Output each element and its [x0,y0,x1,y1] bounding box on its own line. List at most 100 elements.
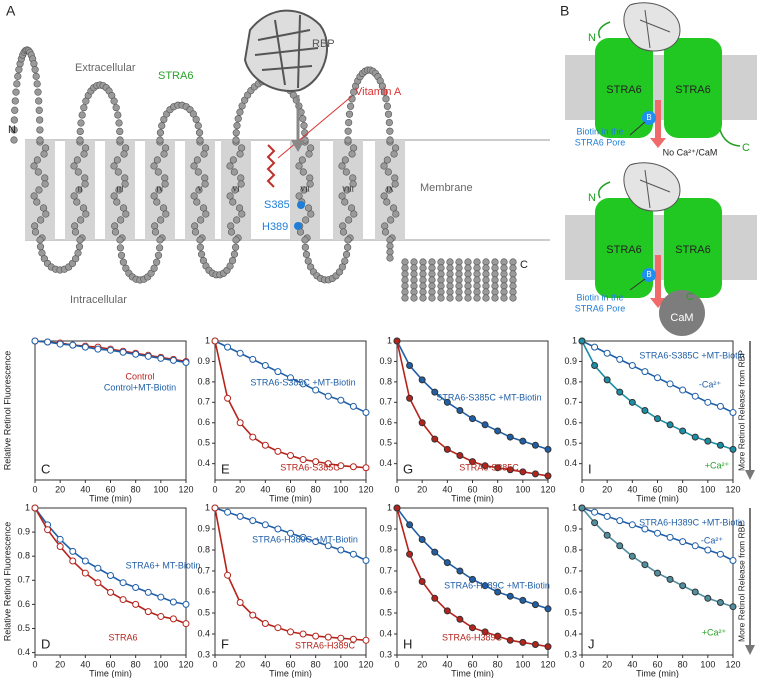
residue-bead [464,258,472,266]
residue-bead [36,243,45,251]
y-tick-label: 0.5 [379,438,392,448]
residue-bead [339,222,347,230]
residue-bead [348,150,356,158]
x-tick-label: 0 [32,484,37,494]
residue-bead [74,168,82,176]
residue-bead [419,288,427,296]
series-label: Control+MT-Biotin [104,382,176,392]
residue-bead [455,282,463,290]
data-point [704,437,712,445]
x-tick-label: 20 [235,484,245,494]
data-point [456,615,464,623]
x-tick-label: 40 [80,659,90,669]
data-point [31,504,39,512]
residue-bead [455,294,463,302]
x-tick-label: 0 [32,659,37,669]
residue-bead [199,204,208,212]
y-tick-label: 0.6 [379,417,392,427]
data-point [443,445,451,453]
data-point [224,571,232,579]
data-point [299,456,307,464]
panel-label: I [588,461,592,476]
data-point [312,458,320,466]
data-point [274,368,282,376]
residue-bead [382,95,390,103]
residue-bead [122,210,130,218]
y-tick-label: 0.8 [17,551,30,561]
data-point [578,337,586,345]
x-axis-title: Time (min) [89,493,132,503]
residue-bead [191,222,199,230]
c-term-label: C [742,142,750,154]
residue-bead [455,258,463,266]
residue-label: S385 [264,199,290,211]
residue-bead [154,168,162,176]
residue-bead [197,216,205,224]
residue-bead [410,288,418,296]
data-point [519,638,527,646]
data-point [406,362,414,370]
residue-bead [81,174,89,182]
n-tail [598,181,611,199]
data-point [94,564,102,572]
residue-bead [234,115,242,123]
n-term-label: N [8,124,16,136]
data-point [519,468,527,476]
x-tick-label: 20 [417,659,427,669]
residue-bead [473,258,481,266]
residue-bead [36,126,44,134]
data-point [274,525,282,533]
data-point [406,521,414,529]
residue-bead [300,122,308,130]
residue-bead [401,258,409,266]
data-point [679,538,687,546]
residue-bead [437,282,445,290]
residue-bead [380,192,388,200]
data-point [362,464,370,472]
series-label: -Ca²⁺ [699,379,721,389]
series-label: STRA6-S385C +MT-Biotin [250,377,355,387]
biotin-dot [642,268,656,282]
series-label: STRA6-H389C +MT-Biotin [252,534,358,544]
residue-bead [196,243,204,251]
residue-bead [344,243,352,251]
series-label: STRA6-S385C +MT-Biotin [436,392,541,402]
residue-bead [473,288,481,296]
residue-bead [341,257,349,265]
x-tick-label: 0 [394,484,399,494]
y-tick-label: 0.5 [197,438,210,448]
x-tick-label: 120 [725,659,740,669]
residue-bead [419,258,427,266]
y-tick-label: 0.7 [197,397,210,407]
pore-label: Biotin in the [576,126,623,136]
y-tick-label: 0.7 [379,565,392,575]
residue-bead [30,162,38,170]
residue-bead [36,136,44,144]
residue-bead [116,136,124,144]
data-point [691,392,699,400]
residue-bead [12,88,20,96]
x-tick-label: 120 [178,659,193,669]
data-point [616,355,624,363]
data-point [704,546,712,554]
residue-bead [385,118,393,127]
x-tick-label: 80 [493,484,503,494]
residue-bead [301,243,309,251]
data-point [169,356,177,364]
residue-bead [232,243,240,251]
residue-bead [31,66,39,74]
helix-label: IV [156,186,163,194]
x-tick-label: 20 [235,659,245,669]
residue-bead [455,264,463,272]
data-point [679,386,687,394]
data-point [469,458,476,466]
subunit-label: STRA6 [675,84,710,96]
series-label: STRA6-H389C [295,640,356,650]
y-tick-label: 0.9 [197,356,210,366]
data-point [69,547,77,555]
data-point [716,550,724,558]
n-tail [598,21,611,39]
residue-bead [232,129,240,137]
series-label: +Ca²⁺ [705,460,730,470]
y-tick-label: 0.5 [379,607,392,617]
